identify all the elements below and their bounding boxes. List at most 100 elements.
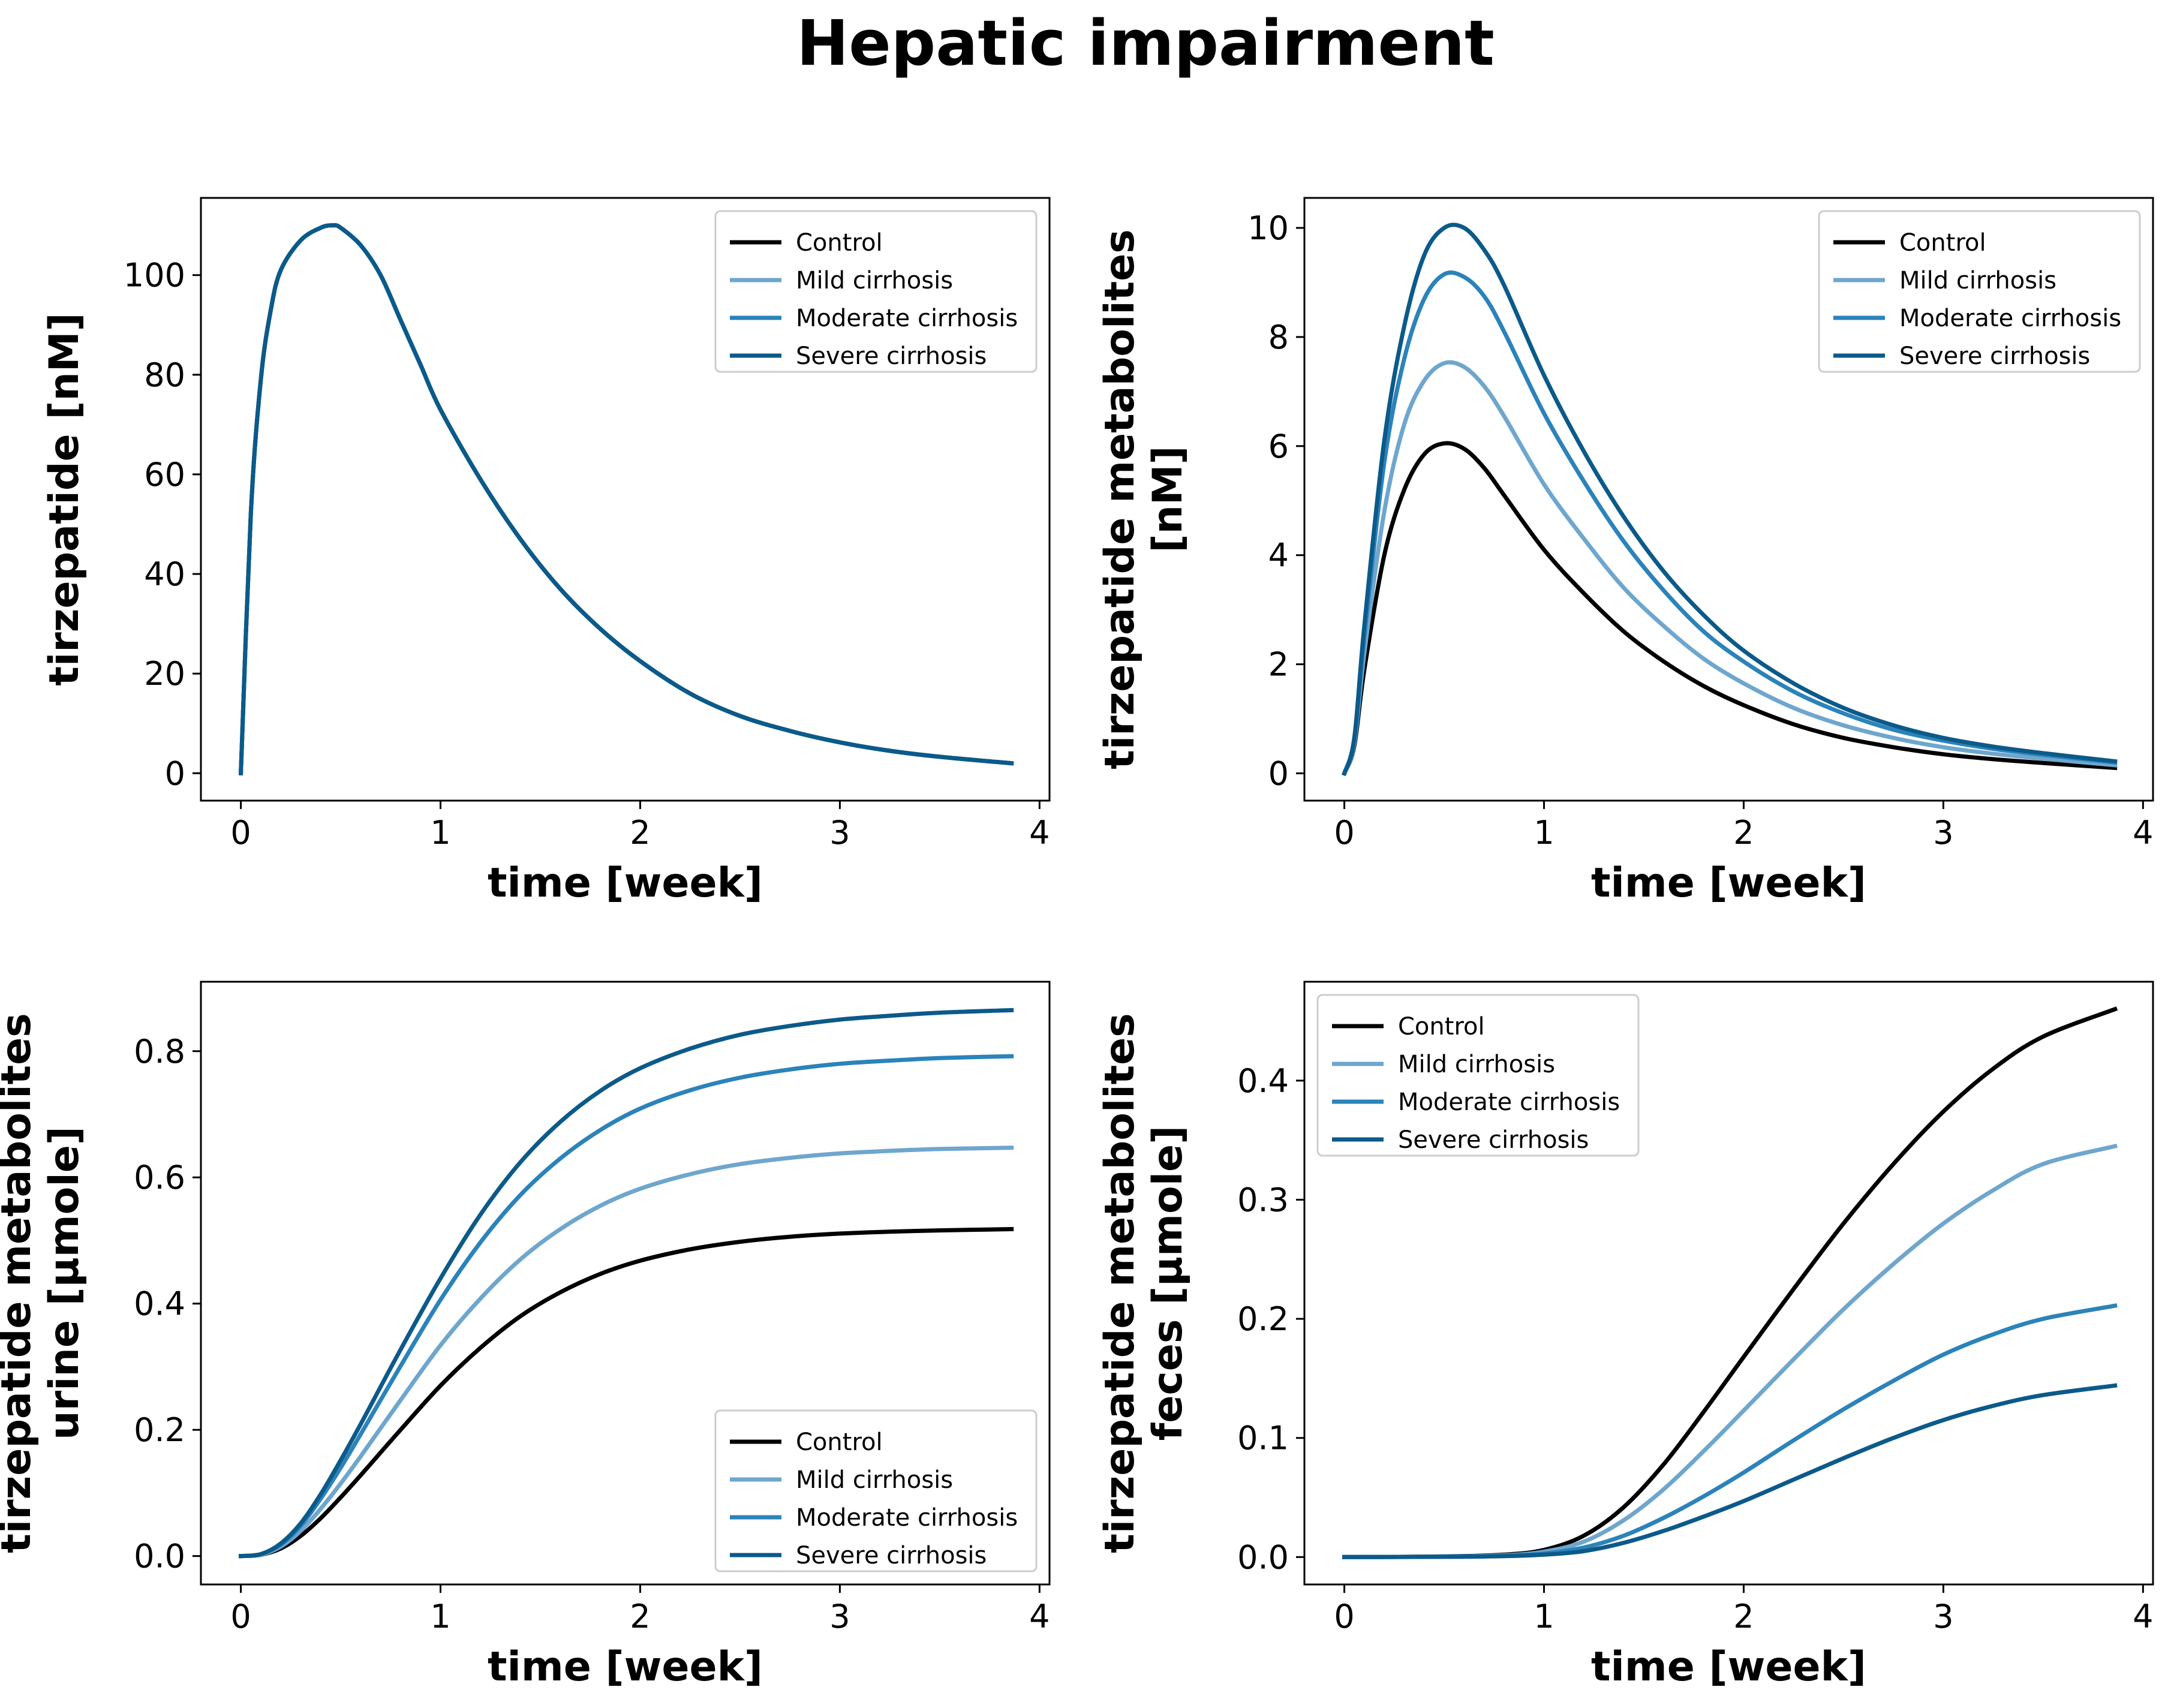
y-axis-label: tirzepatide metabolites	[1096, 229, 1144, 769]
series-line-control	[238, 1226, 1014, 1559]
legend-entry: Severe cirrhosis	[1398, 1126, 1589, 1154]
x-tick-label: 0	[1334, 814, 1354, 852]
y-tick-label: 4	[1268, 537, 1289, 575]
axes-frame	[1303, 981, 2154, 1586]
series-lines	[1342, 222, 2118, 776]
legend-entry: Moderate cirrhosis	[1899, 305, 2121, 332]
y-tick-label: 10	[1247, 209, 1289, 247]
x-tick-label: 1	[1533, 1598, 1554, 1635]
legend: Control Mild cirrhosis Moderate cirrhosis S…	[714, 1409, 1038, 1572]
y-tick-label: 0.0	[134, 1538, 185, 1575]
legend: Control Mild cirrhosis Moderate cirrhosis S…	[714, 210, 1038, 373]
axes-frame	[1303, 197, 2154, 802]
x-tick-label: 0	[1334, 1598, 1354, 1635]
legend-entry: Mild cirrhosis	[1398, 1051, 1555, 1078]
x-tick-label: 1	[1533, 814, 1554, 852]
figure-title: Hepatic impairment	[796, 7, 1495, 80]
y-tick-label: 40	[144, 555, 185, 593]
y-tick-label: 0.2	[134, 1411, 185, 1449]
y-axis-label: tirzepatide [nM]	[41, 312, 88, 685]
y-tick-label: 0.4	[134, 1285, 185, 1323]
y-tick-label: 0.2	[1237, 1300, 1289, 1338]
y-tick-label: 0.3	[1237, 1181, 1289, 1219]
y-axis-label: feces [µmole]	[1144, 1126, 1192, 1441]
x-tick-label: 4	[2133, 1598, 2153, 1635]
y-tick-label: 0	[1268, 755, 1289, 793]
y-tick-label: 6	[1268, 428, 1289, 465]
x-tick-label: 2	[1733, 814, 1754, 852]
y-tick-label: 0.0	[1237, 1538, 1289, 1576]
series-line-severe	[1342, 222, 2118, 776]
x-tick-label: 3	[1933, 814, 1953, 852]
legend-entry: Moderate cirrhosis	[1398, 1088, 1620, 1116]
x-axis-label: time [week]	[1591, 1643, 1866, 1691]
series-line-moderate	[238, 1054, 1014, 1559]
series-line-moderate	[1342, 270, 2118, 776]
legend-entry: Moderate cirrhosis	[796, 305, 1018, 332]
x-tick-label: 4	[1029, 1598, 1050, 1635]
subplot-3: 0 1 2 3 4 0.0 0.2 0.4 0.6 0.8 time [week] tirzepati…	[0, 981, 1051, 1691]
legend-entry: Control	[796, 229, 883, 257]
series-line-severe	[1342, 1383, 2118, 1559]
series-lines	[238, 1008, 1014, 1559]
y-tick-label: 80	[144, 356, 185, 394]
x-tick-label: 2	[630, 814, 650, 852]
y-tick-label: 0.1	[1237, 1420, 1289, 1457]
legend-box	[714, 210, 1038, 373]
y-tick-label: 20	[144, 655, 185, 693]
y-tick-label: 0.8	[134, 1033, 185, 1070]
y-tick-label: 0	[165, 754, 185, 792]
x-tick-label: 3	[829, 814, 850, 852]
legend-entry: Control	[796, 1429, 883, 1456]
x-tick-label: 4	[1029, 814, 1050, 852]
legend-entry: Moderate cirrhosis	[796, 1504, 1018, 1532]
y-tick-label: 60	[144, 456, 185, 494]
subplot-4: 0 1 2 3 4 0.0 0.1 0.2 0.3 0.4 time [week] tirzepati…	[1096, 981, 2154, 1691]
series-lines	[1342, 1006, 2118, 1559]
series-lines	[238, 223, 1014, 775]
legend-entry: Mild cirrhosis	[1899, 267, 2056, 294]
y-tick-label: 2	[1268, 646, 1289, 684]
series-line-mild	[1342, 360, 2118, 776]
x-tick-label: 1	[430, 814, 450, 852]
legend-entry: Mild cirrhosis	[796, 267, 953, 294]
x-tick-label: 3	[1933, 1598, 1953, 1635]
x-axis-label: time [week]	[488, 1643, 763, 1691]
series-line-severe	[238, 223, 1014, 775]
y-axis-label: tirzepatide metabolites	[0, 1013, 40, 1553]
x-tick-label: 0	[230, 1598, 251, 1635]
axes-frame	[200, 981, 1051, 1586]
series-line-mild	[238, 1145, 1014, 1559]
series-line-control	[1342, 441, 2118, 776]
x-tick-label: 1	[430, 1598, 450, 1635]
y-tick-label: 0.4	[1237, 1062, 1289, 1100]
y-axis-label: [nM]	[1144, 446, 1192, 552]
legend-entry: Control	[1899, 229, 1986, 257]
x-tick-label: 4	[2133, 814, 2153, 852]
y-tick-label: 8	[1268, 318, 1289, 356]
legend: Control Mild cirrhosis Moderate cirrhosis S…	[1316, 994, 1640, 1157]
legend-box	[1818, 210, 2141, 373]
x-axis-label: time [week]	[1591, 859, 1866, 907]
legend-entry: Severe cirrhosis	[796, 342, 987, 370]
x-tick-label: 0	[230, 814, 251, 852]
legend-box	[1316, 994, 1640, 1157]
legend-entry: Severe cirrhosis	[1899, 342, 2090, 370]
legend-entry: Mild cirrhosis	[796, 1466, 953, 1494]
y-axis-label: urine [µmole]	[41, 1126, 88, 1440]
legend: Control Mild cirrhosis Moderate cirrhosis S…	[1818, 210, 2141, 373]
x-axis-label: time [week]	[488, 859, 763, 907]
y-axis-label: tirzepatide metabolites	[1096, 1013, 1144, 1553]
subplot-2: 0 1 2 3 4 0 2 4 6 8 10 time [week] tirzepatide metab…	[1096, 197, 2154, 907]
axes-frame	[200, 197, 1051, 802]
series-line-severe	[238, 1008, 1014, 1559]
legend-entry: Control	[1398, 1013, 1485, 1041]
x-tick-label: 2	[1733, 1598, 1754, 1635]
legend-entry: Severe cirrhosis	[796, 1542, 987, 1569]
legend-box	[714, 1409, 1038, 1572]
y-tick-label: 100	[124, 257, 185, 294]
y-tick-label: 0.6	[134, 1159, 185, 1196]
